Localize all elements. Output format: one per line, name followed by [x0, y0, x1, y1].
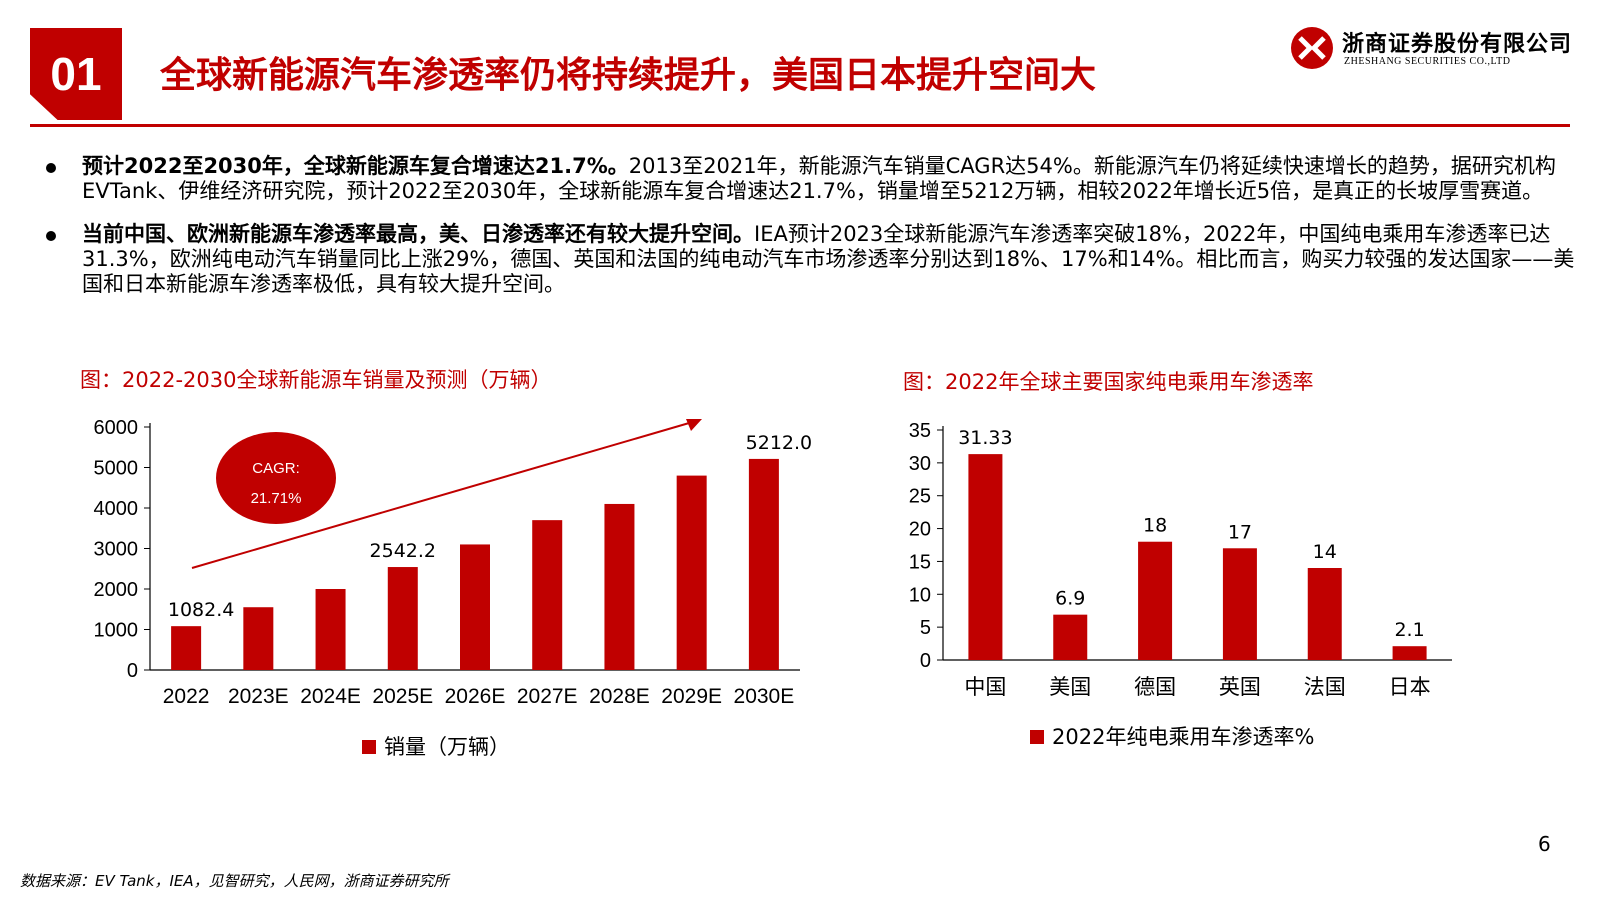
sales-bar	[604, 503, 635, 670]
trend-arrow-head-icon	[686, 419, 702, 431]
bullet-text: 2013至2021年，新能源汽车销量CAGR达54%。新能源汽车仍将延续快速增长…	[82, 154, 1556, 203]
bullet-dot-icon	[46, 163, 56, 173]
penetration-bar	[1222, 548, 1257, 660]
penetration-legend-swatch	[1030, 730, 1044, 744]
sales-bar	[748, 458, 779, 670]
penetration-bar	[1053, 614, 1088, 660]
penetration-bar	[1138, 541, 1173, 660]
sales-y-tick-label: 0	[127, 660, 138, 682]
sales-x-tick-label: 2023E	[228, 685, 289, 708]
sales-y-tick-label: 4000	[94, 498, 139, 520]
sales-bar	[460, 544, 490, 670]
penetration-data-label: 2.1	[1394, 619, 1424, 641]
sales-bar	[171, 626, 202, 670]
sales-bar	[387, 567, 418, 670]
bullet-text: IEA预计2023全球新能源汽车渗透率突破18%，2022年，中国纯电乘用车渗透…	[82, 222, 1575, 296]
company-name-en: ZHESHANG SECURITIES CO.,LTD	[1344, 56, 1511, 67]
penetration-x-tick-label: 法国	[1304, 676, 1346, 699]
page-title: 全球新能源汽车渗透率仍将持续提升，美国日本提升空间大	[160, 55, 1097, 96]
penetration-x-tick-label: 美国	[1049, 676, 1091, 699]
penetration-bar	[968, 454, 1003, 660]
penetration-bar	[1307, 568, 1342, 660]
penetration-data-label: 6.9	[1055, 588, 1085, 610]
sales-bar	[676, 475, 707, 670]
sales-y-tick-label: 2000	[94, 579, 139, 601]
penetration-y-tick-label: 30	[909, 453, 931, 475]
penetration-y-tick-label: 5	[920, 617, 931, 639]
sales-x-tick-label: 2029E	[661, 685, 722, 708]
penetration-data-label: 18	[1143, 515, 1167, 537]
sales-y-tick-label: 3000	[94, 539, 139, 561]
penetration-data-label: 17	[1228, 521, 1252, 543]
sales-x-tick-label: 2022	[163, 685, 210, 708]
penetration-y-tick-label: 25	[909, 486, 931, 508]
penetration-y-tick-label: 35	[909, 420, 931, 442]
bullet-item: 预计2022至2030年，全球新能源车复合增速达21.7%。2013至2021年…	[36, 154, 1576, 204]
penetration-y-tick-label: 15	[909, 551, 931, 573]
header-divider	[30, 124, 1570, 127]
sales-bar	[532, 520, 563, 670]
penetration-y-tick-label: 0	[920, 650, 931, 672]
sales-legend-label: 销量（万辆）	[384, 735, 510, 759]
penetration-x-tick-label: 日本	[1389, 676, 1431, 699]
cagr-value: 21.71%	[251, 490, 302, 507]
sales-x-tick-label: 2024E	[300, 685, 361, 708]
sales-bar	[315, 589, 346, 670]
penetration-bar	[1392, 646, 1427, 660]
bullet-item: 当前中国、欧洲新能源车渗透率最高，美、日渗透率还有较大提升空间。IEA预计202…	[36, 222, 1576, 297]
sales-legend-swatch	[362, 740, 376, 754]
penetration-y-tick-label: 20	[909, 519, 931, 541]
penetration-y-tick-label: 10	[909, 584, 931, 606]
penetration-legend-label: 2022年纯电乘用车渗透率%	[1052, 725, 1314, 749]
bullet-lead: 预计2022至2030年，全球新能源车复合增速达21.7%。	[82, 154, 629, 178]
penetration-x-tick-label: 中国	[964, 676, 1006, 699]
penetration-data-label: 31.33	[958, 427, 1012, 449]
chart-title-sales: 图：2022-2030全球新能源车销量及预测（万辆）	[80, 368, 552, 392]
cagr-label: CAGR:	[252, 460, 300, 477]
company-logo-icon	[1291, 27, 1333, 69]
bullet-list: 预计2022至2030年，全球新能源车复合增速达21.7%。2013至2021年…	[36, 154, 1576, 315]
company-logo: 浙商证券股份有限公司 ZHESHANG SECURITIES CO.,LTD	[1290, 26, 1580, 76]
sales-x-tick-label: 2028E	[589, 685, 650, 708]
section-badge: 01	[30, 28, 122, 120]
sales-data-label: 5212.0	[746, 432, 812, 454]
sales-data-label: 1082.4	[168, 599, 234, 621]
page-number: 6	[1538, 832, 1551, 856]
sales-x-tick-label: 2026E	[445, 685, 506, 708]
sales-bar	[243, 607, 274, 670]
bullet-dot-icon	[46, 231, 56, 241]
trend-arrow-line	[191, 420, 697, 569]
sales-x-tick-label: 2030E	[734, 685, 795, 708]
chart-title-penetration: 图：2022年全球主要国家纯电乘用车渗透率	[903, 370, 1314, 394]
company-name-cn: 浙商证券股份有限公司	[1342, 32, 1573, 57]
data-source: 数据来源：EV Tank，IEA，见智研究，人民网，浙商证券研究所	[20, 872, 449, 890]
sales-x-tick-label: 2027E	[517, 685, 578, 708]
sales-y-tick-label: 1000	[94, 620, 139, 642]
sales-y-tick-label: 6000	[94, 417, 139, 439]
penetration-x-tick-label: 德国	[1134, 676, 1176, 699]
sales-data-label: 2542.2	[370, 540, 436, 562]
cagr-annotation-ellipse	[216, 432, 336, 524]
penetration-data-label: 14	[1313, 541, 1337, 563]
penetration-x-tick-label: 英国	[1219, 676, 1261, 699]
sales-y-tick-label: 5000	[94, 458, 139, 480]
sales-x-tick-label: 2025E	[372, 685, 433, 708]
bullet-lead: 当前中国、欧洲新能源车渗透率最高，美、日渗透率还有较大提升空间。	[82, 222, 754, 246]
